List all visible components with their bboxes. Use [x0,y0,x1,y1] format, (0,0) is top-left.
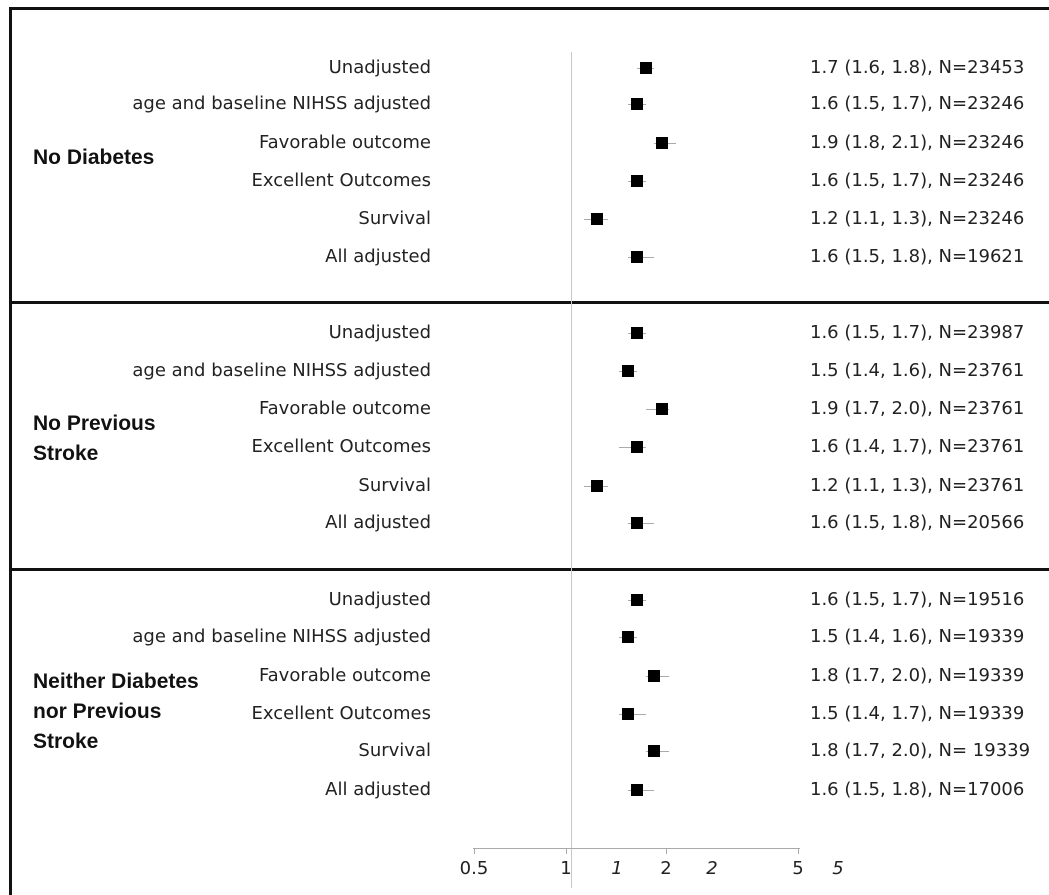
point-estimate-marker [631,441,644,453]
row-label: Unadjusted [328,57,431,78]
group-separator [9,568,1049,571]
x-tick-label: 1 [611,858,623,879]
row-value: 1.5 (1.4, 1.7), N=19339 [810,703,1025,724]
row-label: age and baseline NIHSS adjusted [132,93,431,114]
row-value: 1.6 (1.5, 1.8), N=17006 [810,779,1025,800]
row-label: Survival [358,208,431,229]
row-value: 1.8 (1.7, 2.0), N= 19339 [810,740,1031,761]
x-tick [566,848,567,854]
row-label: Excellent Outcomes [251,703,431,724]
row-value: 1.2 (1.1, 1.3), N=23246 [810,208,1025,229]
row-label: Favorable outcome [258,132,431,153]
x-tick-label: 2 [706,858,718,879]
point-estimate-marker [631,594,644,606]
x-tick [474,848,475,854]
group-label: Neither Diabetes nor Previous Stroke [33,670,199,753]
x-tick [798,848,799,854]
row-label: Survival [358,475,431,496]
row-label: Favorable outcome [258,665,431,686]
point-estimate-marker [648,670,661,682]
x-tick-label: 5 [792,858,804,879]
point-estimate-marker [631,175,644,187]
row-value: 1.7 (1.6, 1.8), N=23453 [810,57,1025,78]
row-value: 1.8 (1.7, 2.0), N=19339 [810,665,1025,686]
group-label: No Previous Stroke [33,412,156,465]
point-estimate-marker [622,708,635,720]
row-value: 1.6 (1.5, 1.7), N=23246 [810,93,1025,114]
row-value: 1.5 (1.4, 1.6), N=19339 [810,626,1025,647]
row-value: 1.6 (1.5, 1.7), N=23246 [810,170,1025,191]
group-separator [9,301,1049,304]
point-estimate-marker [631,98,644,110]
row-value: 1.6 (1.4, 1.7), N=23761 [810,436,1025,457]
row-label: Excellent Outcomes [251,170,431,191]
point-estimate-marker [655,403,668,415]
point-estimate-marker [648,745,661,757]
row-label: Excellent Outcomes [251,436,431,457]
row-label: All adjusted [325,779,431,800]
row-label: age and baseline NIHSS adjusted [132,626,431,647]
point-estimate-marker [655,137,668,149]
row-value: 1.6 (1.5, 1.7), N=19516 [810,589,1025,610]
row-label: Unadjusted [328,322,431,343]
row-value: 1.6 (1.5, 1.7), N=23987 [810,322,1025,343]
x-tick-label: 2 [660,858,672,879]
chart-frame [9,7,1049,895]
group-label: No Diabetes [33,146,155,169]
row-label: All adjusted [325,246,431,267]
point-estimate-marker [590,213,603,225]
point-estimate-marker [631,327,644,339]
point-estimate-marker [622,631,635,643]
x-axis [473,848,800,849]
row-label: Favorable outcome [258,398,431,419]
row-value: 1.6 (1.5, 1.8), N=19621 [810,246,1025,267]
point-estimate-marker [631,251,644,263]
point-estimate-marker [631,517,644,529]
x-tick [666,848,667,854]
reference-line [571,52,572,888]
point-estimate-marker [622,365,635,377]
row-value: 1.2 (1.1, 1.3), N=23761 [810,475,1025,496]
row-label: Survival [358,740,431,761]
point-estimate-marker [631,784,644,796]
row-label: All adjusted [325,512,431,533]
point-estimate-marker [590,480,603,492]
row-label: age and baseline NIHSS adjusted [132,360,431,381]
row-label: Unadjusted [328,589,431,610]
point-estimate-marker [640,62,653,74]
row-value: 1.6 (1.5, 1.8), N=20566 [810,512,1025,533]
row-value: 1.9 (1.7, 2.0), N=23761 [810,398,1025,419]
x-tick-label: 5 [832,858,844,879]
x-tick-label: 0.5 [459,858,489,879]
row-value: 1.5 (1.4, 1.6), N=23761 [810,360,1025,381]
row-value: 1.9 (1.8, 2.1), N=23246 [810,132,1025,153]
x-tick-label: 1 [560,858,572,879]
